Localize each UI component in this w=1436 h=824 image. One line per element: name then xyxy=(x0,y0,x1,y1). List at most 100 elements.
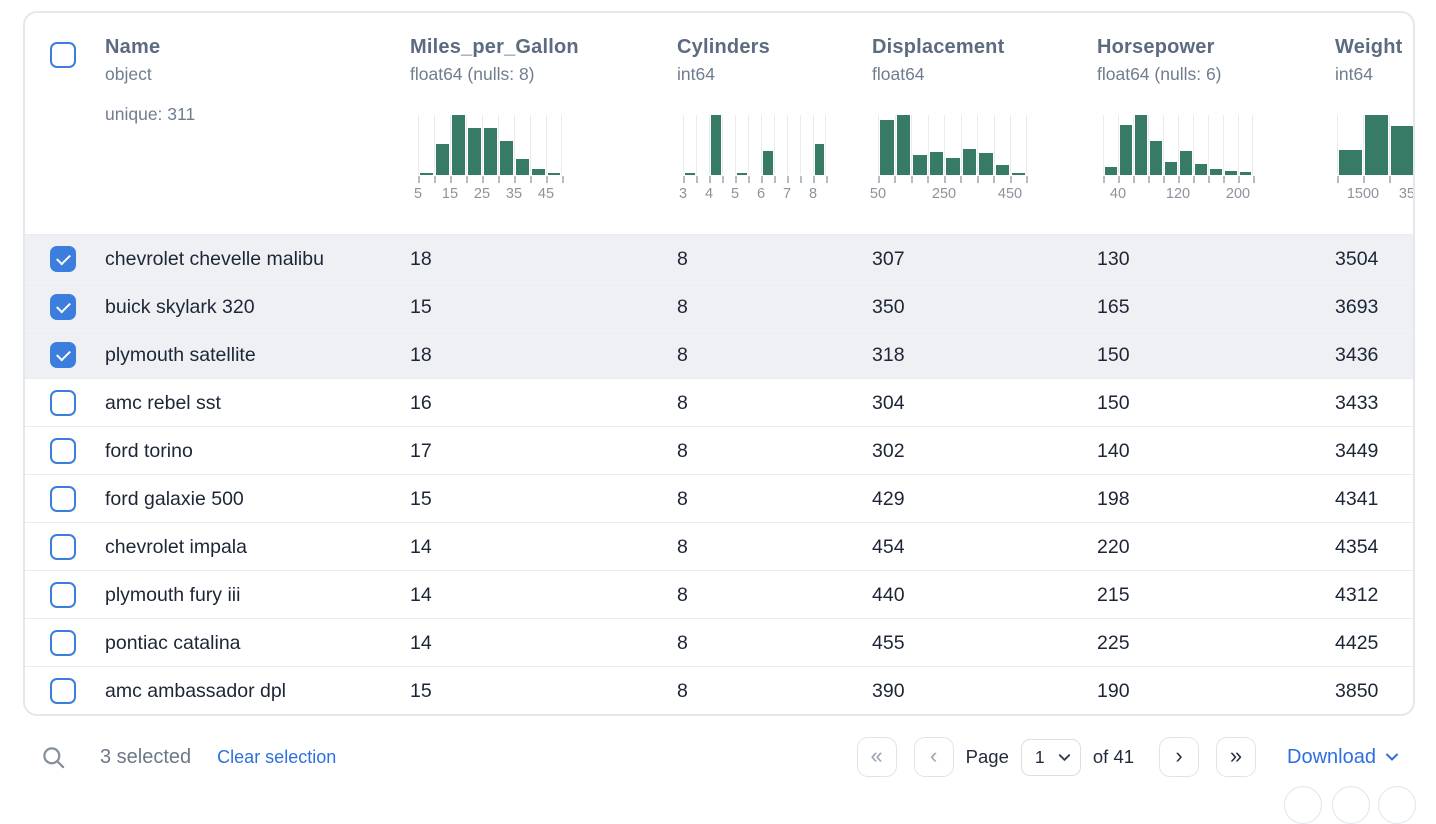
search-icon xyxy=(43,746,65,768)
table-row[interactable]: plymouth satellite 18 8 318 150 3436 xyxy=(25,330,1413,378)
table-row[interactable]: pontiac catalina 14 8 455 225 4425 xyxy=(25,618,1413,666)
column-dtype: object xyxy=(105,64,152,84)
page-select[interactable]: 1 xyxy=(1020,738,1081,776)
cell-weight: 3850 xyxy=(1335,679,1379,702)
table-row[interactable]: ford galaxie 500 15 8 429 198 4341 xyxy=(25,474,1413,522)
cell-cylinders: 8 xyxy=(677,583,688,606)
cell-displacement: 318 xyxy=(872,343,905,366)
cell-name: chevrolet impala xyxy=(105,535,247,558)
column-dtype: float64 (nulls: 6) xyxy=(1097,64,1222,84)
cell-cylinders: 8 xyxy=(677,535,688,558)
table-row[interactable]: chevrolet impala 14 8 454 220 4354 xyxy=(25,522,1413,570)
row-checkbox[interactable] xyxy=(50,629,76,656)
column-dtype: int64 xyxy=(1335,64,1373,84)
cell-name: chevrolet chevelle malibu xyxy=(105,247,324,270)
cell-miles-per-gallon: 18 xyxy=(410,343,432,366)
next-page-button[interactable]: › xyxy=(1159,737,1200,777)
clear-selection-link[interactable]: Clear selection xyxy=(217,746,337,767)
cell-horsepower: 130 xyxy=(1097,247,1130,270)
row-checkbox[interactable] xyxy=(50,533,76,560)
cell-weight: 4341 xyxy=(1335,487,1379,510)
cell-horsepower: 215 xyxy=(1097,583,1130,606)
column-title: Displacement xyxy=(872,36,1005,58)
last-page-button[interactable]: » xyxy=(1216,737,1257,777)
column-dtype: float64 (nulls: 8) xyxy=(410,64,535,84)
cell-cylinders: 8 xyxy=(677,631,688,654)
column-header-name[interactable]: Name object unique: 311 xyxy=(105,13,410,234)
column-title: Horsepower xyxy=(1097,36,1215,58)
cell-horsepower: 225 xyxy=(1097,631,1130,654)
cell-horsepower: 140 xyxy=(1097,439,1130,462)
cell-cylinders: 8 xyxy=(677,391,688,414)
row-checkbox[interactable] xyxy=(50,293,76,320)
cell-name: pontiac catalina xyxy=(105,631,241,654)
row-checkbox[interactable] xyxy=(50,485,76,512)
cell-cylinders: 8 xyxy=(677,343,688,366)
cell-weight: 4312 xyxy=(1335,583,1379,606)
download-label: Download xyxy=(1287,745,1376,768)
row-checkbox[interactable] xyxy=(50,677,76,704)
column-unique-count: unique: 311 xyxy=(105,104,196,124)
histogram-miles-per-gallon: 5 15 25 35 45 xyxy=(414,115,564,203)
cell-displacement: 440 xyxy=(872,583,905,606)
cell-displacement: 455 xyxy=(872,631,905,654)
select-all-checkbox[interactable] xyxy=(50,42,76,68)
column-dtype: int64 xyxy=(677,64,715,84)
column-title: Name xyxy=(105,36,161,58)
row-checkbox[interactable] xyxy=(50,437,76,464)
table-row[interactable]: amc ambassador dpl 15 8 390 190 3850 xyxy=(25,666,1413,714)
selected-count: 3 selected xyxy=(100,745,192,768)
cell-horsepower: 198 xyxy=(1097,487,1130,510)
cell-weight: 3449 xyxy=(1335,439,1379,462)
cell-weight: 3693 xyxy=(1335,295,1379,318)
cell-miles-per-gallon: 14 xyxy=(410,631,432,654)
table-row[interactable]: plymouth fury iii 14 8 440 215 4312 xyxy=(25,570,1413,618)
row-checkbox[interactable] xyxy=(50,245,76,272)
cell-miles-per-gallon: 18 xyxy=(410,247,432,270)
cell-name: ford galaxie 500 xyxy=(105,487,244,510)
cell-name: plymouth satellite xyxy=(105,343,256,366)
cell-miles-per-gallon: 14 xyxy=(410,535,432,558)
chevron-down-icon xyxy=(1058,753,1071,761)
cell-miles-per-gallon: 17 xyxy=(410,439,432,462)
cell-displacement: 429 xyxy=(872,487,905,510)
column-header-miles-per-gallon[interactable]: Miles_per_Gallon float64 (nulls: 8) 5 15 2… xyxy=(410,13,677,234)
cell-displacement: 350 xyxy=(872,295,905,318)
histogram-horsepower: 40 120 200 xyxy=(1102,115,1255,203)
column-header-weight[interactable]: Weight int64 15003500 xyxy=(1335,13,1413,234)
cell-horsepower: 220 xyxy=(1097,535,1130,558)
row-checkbox[interactable] xyxy=(50,341,76,368)
first-page-button[interactable]: « xyxy=(856,737,897,777)
table-footer: 3 selected Clear selection « ‹ Page 1 of… xyxy=(0,730,1436,784)
cell-weight: 4425 xyxy=(1335,631,1379,654)
page-select-value: 1 xyxy=(1034,746,1045,767)
cell-miles-per-gallon: 15 xyxy=(410,487,432,510)
cell-cylinders: 8 xyxy=(677,247,688,270)
table-header: Name object unique: 311 Miles_per_Gallon… xyxy=(25,13,1413,234)
column-header-horsepower[interactable]: Horsepower float64 (nulls: 6) 40 120 200 xyxy=(1097,13,1335,234)
table-row[interactable]: chevrolet chevelle malibu 18 8 307 130 3… xyxy=(25,234,1413,282)
cell-horsepower: 190 xyxy=(1097,679,1130,702)
search-button[interactable] xyxy=(40,744,67,771)
table-row[interactable]: buick skylark 320 15 8 350 165 3693 xyxy=(25,282,1413,330)
table-row[interactable]: ford torino 17 8 302 140 3449 xyxy=(25,426,1413,474)
cell-miles-per-gallon: 14 xyxy=(410,583,432,606)
cell-weight: 3433 xyxy=(1335,391,1379,414)
prev-page-button[interactable]: ‹ xyxy=(913,737,954,777)
download-button[interactable]: Download xyxy=(1287,746,1400,769)
cell-horsepower: 150 xyxy=(1097,343,1130,366)
column-header-displacement[interactable]: Displacement float64 50 250 450 xyxy=(870,13,1097,234)
column-title: Miles_per_Gallon xyxy=(410,36,579,58)
cell-cylinders: 8 xyxy=(677,439,688,462)
column-title: Cylinders xyxy=(677,36,770,58)
cell-name: ford torino xyxy=(105,439,193,462)
column-dtype: float64 xyxy=(872,64,925,84)
cell-miles-per-gallon: 16 xyxy=(410,391,432,414)
row-checkbox[interactable] xyxy=(50,389,76,416)
cell-miles-per-gallon: 15 xyxy=(410,679,432,702)
row-checkbox[interactable] xyxy=(50,581,76,608)
cell-cylinders: 8 xyxy=(677,679,688,702)
table-row[interactable]: amc rebel sst 16 8 304 150 3433 xyxy=(25,378,1413,426)
cell-cylinders: 8 xyxy=(677,487,688,510)
